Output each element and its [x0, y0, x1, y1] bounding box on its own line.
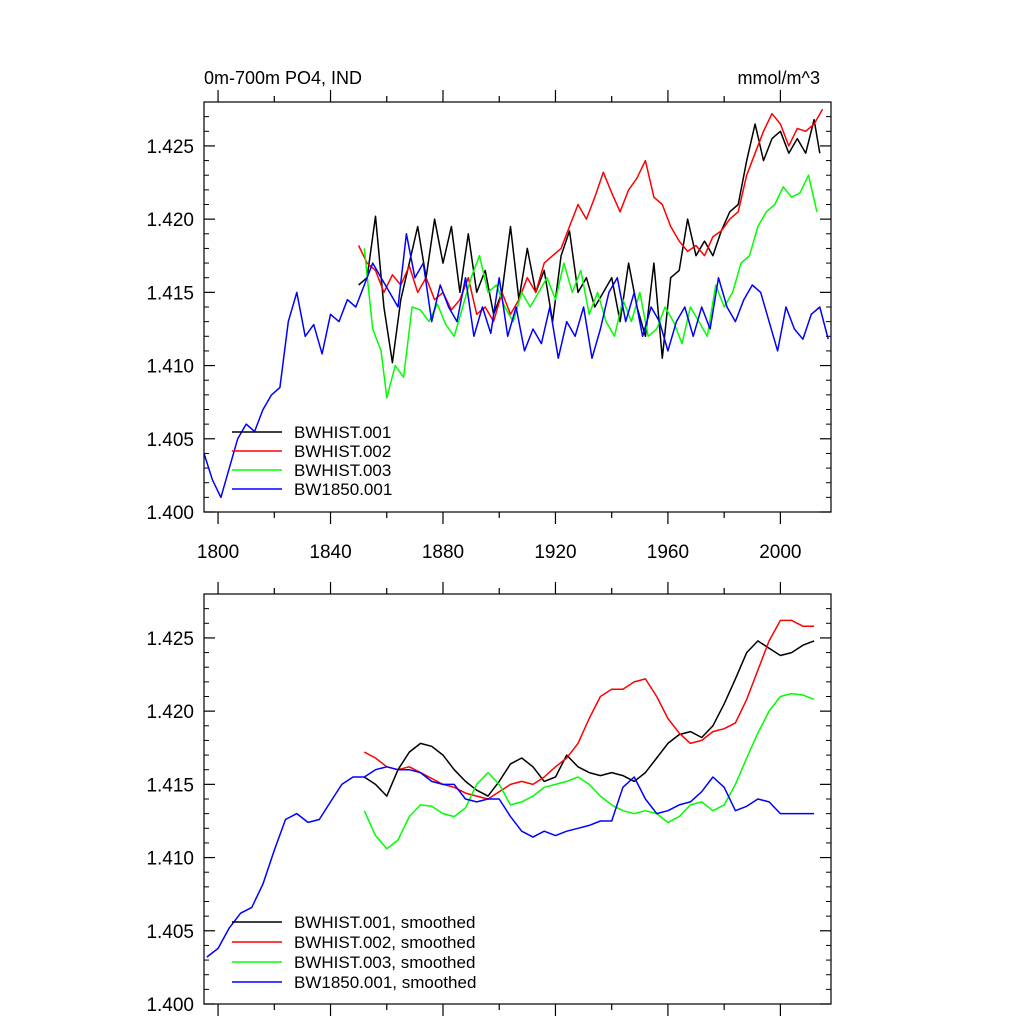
x-tick-label: 1800 [197, 542, 239, 563]
legend-label: BWHIST.002 [294, 442, 391, 461]
series-line-bw1850-001-smoothed [206, 766, 815, 958]
legend-label: BWHIST.002, smoothed [294, 933, 475, 952]
series-line-bwhist-002-smoothed [363, 619, 815, 800]
top-panel: 0m-700m PO4, IND mmol/m^3 1.400 1.405 1.41… [146, 68, 832, 563]
y-tick-label: 1.405 [146, 430, 194, 451]
y-tick-label: 1.400 [146, 995, 194, 1016]
x-tick-label: 1840 [309, 542, 351, 563]
top-series-group [203, 108, 829, 499]
legend-label: BW1850.001, smoothed [294, 973, 476, 992]
series-line-bwhist-001-smoothed [363, 640, 815, 797]
y-tick-label: 1.425 [146, 629, 194, 650]
y-tick-label: 1.420 [146, 702, 194, 723]
x-tick-label: 2000 [759, 542, 801, 563]
top-plot-frame [203, 101, 832, 513]
y-tick-label: 1.405 [146, 922, 194, 943]
x-tick-label: 1920 [534, 542, 576, 563]
top-axis-ticks: 1.400 1.405 1.410 1.415 1.420 1.425 1800 1840 18… [146, 90, 831, 563]
bottom-plot-frame [203, 593, 832, 1005]
bottom-series-group [206, 619, 815, 958]
legend-label: BWHIST.003, smoothed [294, 953, 475, 972]
y-tick-label: 1.415 [146, 283, 194, 304]
legend-label: BWHIST.001 [294, 423, 391, 442]
y-tick-label: 1.410 [146, 849, 194, 870]
x-tick-label: 1880 [422, 542, 464, 563]
y-tick-label: 1.400 [146, 503, 194, 524]
bottom-panel: 1.400 1.405 1.410 1.415 1.420 1.425 BWHIST.00… [146, 582, 832, 1016]
panel-title: 0m-700m PO4, IND [204, 68, 362, 88]
y-tick-label: 1.415 [146, 775, 194, 796]
series-line-bwhist-002 [357, 108, 824, 323]
y-tick-label: 1.410 [146, 357, 194, 378]
legend-label: BWHIST.001, smoothed [294, 913, 475, 932]
series-line-bwhist-001 [358, 118, 821, 364]
series-line-bwhist-003 [363, 174, 818, 399]
series-line-bwhist-003-smoothed [363, 692, 815, 850]
units-label: mmol/m^3 [738, 68, 820, 88]
legend-label: BWHIST.003 [294, 461, 391, 480]
y-tick-label: 1.425 [146, 137, 194, 158]
x-tick-label: 1960 [647, 542, 689, 563]
series-line-bw1850-001 [203, 233, 829, 499]
y-tick-label: 1.420 [146, 210, 194, 231]
legend-label: BW1850.001 [294, 480, 392, 499]
